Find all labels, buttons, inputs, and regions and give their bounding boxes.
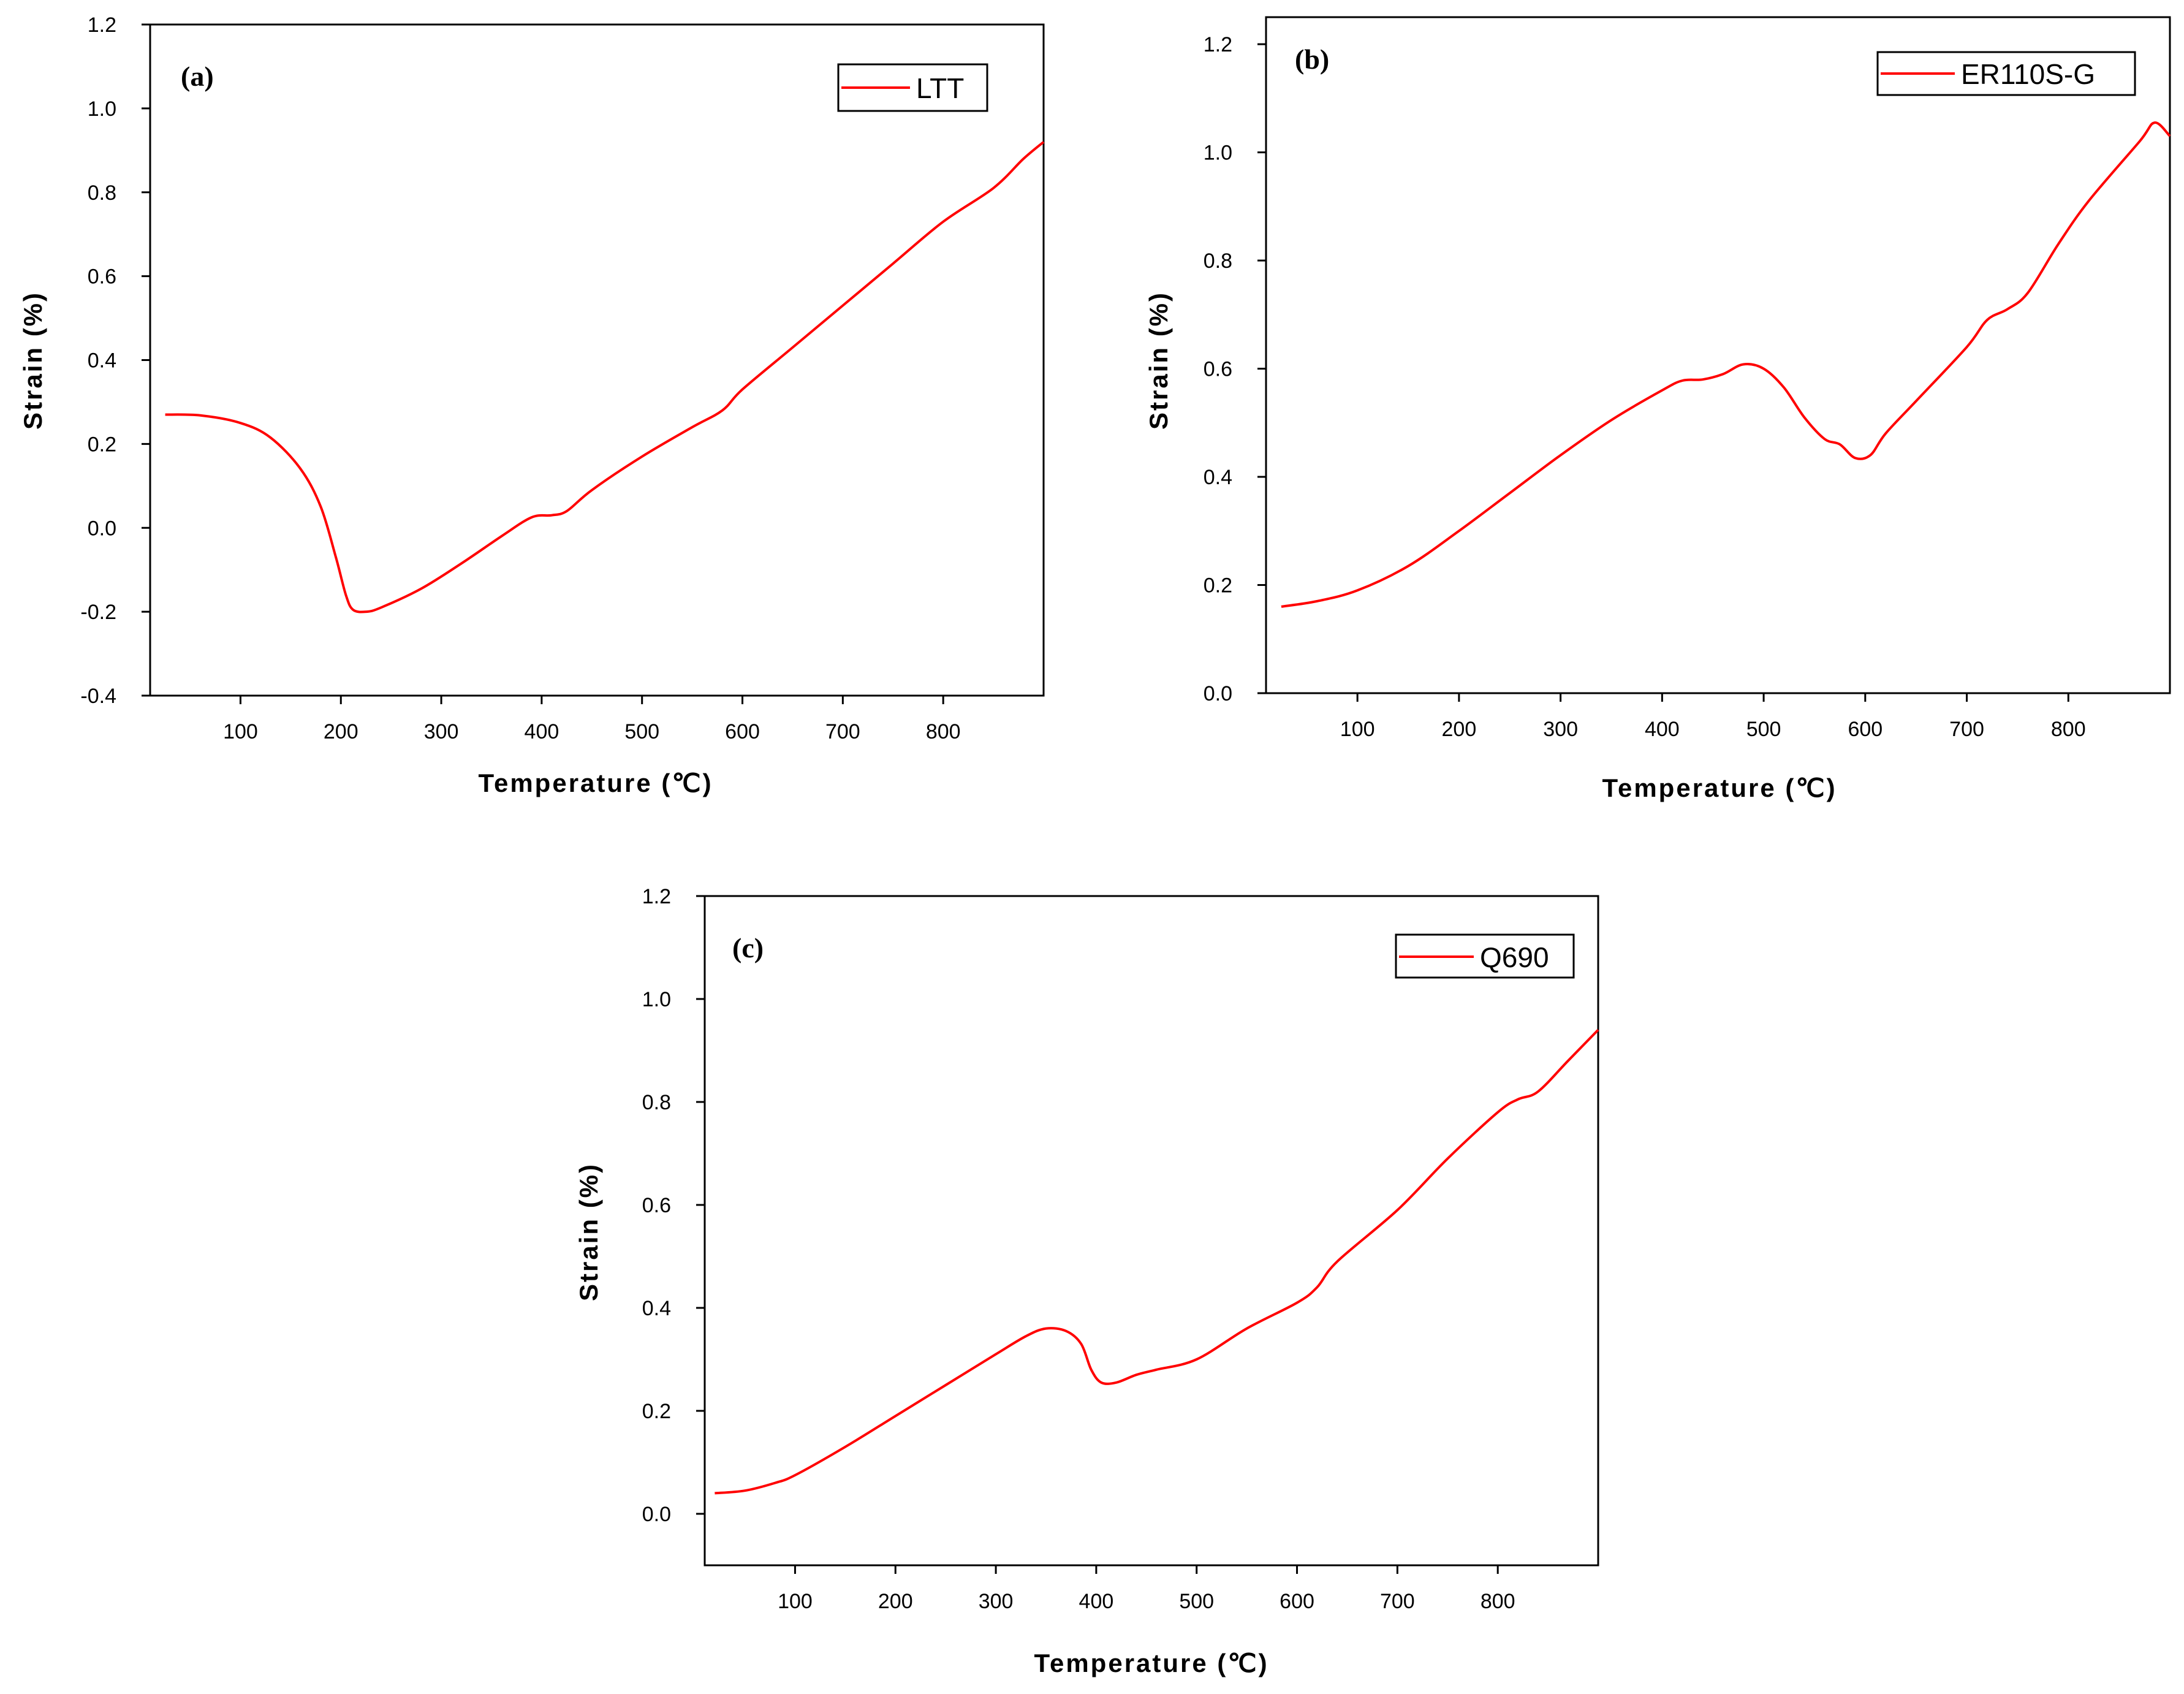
y-tick-label-c-2: 0.4 xyxy=(642,1297,671,1320)
y-axis-title-c: Strain (%) xyxy=(574,1163,603,1301)
plot-frame-b xyxy=(1265,16,2171,694)
x-tick-label-b-100: 100 xyxy=(1340,718,1375,741)
y-tick-label-c-0: 0.0 xyxy=(642,1503,671,1526)
x-tick-label-a-300: 300 xyxy=(424,720,459,743)
x-axis-title-c: Temperature (℃) xyxy=(1034,1649,1268,1677)
x-tick-label-b-500: 500 xyxy=(1746,718,1781,741)
x-tick-label-a-700: 700 xyxy=(825,720,860,743)
plot-frame-c xyxy=(703,895,1599,1567)
x-tick-label-c-700: 700 xyxy=(1380,1590,1415,1613)
x-tick-label-c-600: 600 xyxy=(1280,1590,1314,1613)
series-line-ltt xyxy=(165,141,1045,613)
tick-labels-b: 100 200 300 400 500 600 700 800 0.0 0.2 0.4 0.6 0.8 1… xyxy=(1204,33,2086,741)
y-tick-label-c-3: 0.6 xyxy=(642,1194,671,1217)
tick-labels-a: 100 200 300 400 500 600 700 800 -0.4 -0.2 0.0 0.2 0.… xyxy=(80,13,960,743)
x-tick-label-b-200: 200 xyxy=(1442,718,1477,741)
x-tick-label-b-400: 400 xyxy=(1645,718,1680,741)
ticks-c xyxy=(696,895,1499,1574)
y-tick-label-a-2: 0.0 xyxy=(88,517,116,540)
x-tick-label-b-700: 700 xyxy=(1949,718,1984,741)
legend-label-b: ER110S-G xyxy=(1961,58,2095,90)
y-tick-label-a-1: -0.2 xyxy=(80,601,116,624)
y-tick-label-b-5: 1.0 xyxy=(1204,142,1232,165)
ticks-b xyxy=(1257,43,2069,702)
legend-a: LTT xyxy=(837,63,988,112)
y-tick-label-c-5: 1.0 xyxy=(642,988,671,1011)
y-axis-title-b: Strain (%) xyxy=(1144,291,1173,430)
x-tick-label-c-200: 200 xyxy=(878,1590,913,1613)
series-line-q690 xyxy=(715,1029,1599,1495)
chart-panel-a: 100 200 300 400 500 600 700 800 -0.4 -0.2 0.0 0.2 0.… xyxy=(18,13,1045,797)
x-tick-label-c-500: 500 xyxy=(1179,1590,1214,1613)
panel-label-c: (c) xyxy=(732,932,764,963)
x-tick-label-b-600: 600 xyxy=(1848,718,1883,741)
y-tick-label-a-3: 0.2 xyxy=(88,433,116,456)
legend-label-c: Q690 xyxy=(1480,941,1549,973)
x-tick-label-c-100: 100 xyxy=(778,1590,813,1613)
y-tick-label-a-5: 0.6 xyxy=(88,265,116,289)
legend-c: Q690 xyxy=(1395,933,1575,979)
y-tick-label-b-0: 0.0 xyxy=(1204,682,1232,705)
x-tick-label-b-300: 300 xyxy=(1543,718,1578,741)
y-tick-label-b-2: 0.4 xyxy=(1204,466,1232,489)
legend-b: ER110S-G xyxy=(1876,51,2136,96)
y-tick-label-b-4: 0.8 xyxy=(1204,249,1232,273)
chart-panel-b: 100 200 300 400 500 600 700 800 0.0 0.2 0.4 0.6 0.8 1… xyxy=(1144,16,2171,802)
x-axis-title-a: Temperature (℃) xyxy=(478,769,713,797)
legend-label-a: LTT xyxy=(916,72,964,104)
series-line-er110s-g xyxy=(1281,121,2171,608)
y-axis-title-a: Strain (%) xyxy=(18,291,47,430)
x-tick-label-a-400: 400 xyxy=(525,720,559,743)
x-tick-label-a-200: 200 xyxy=(324,720,358,743)
y-tick-label-b-6: 1.2 xyxy=(1204,33,1232,56)
x-tick-label-a-600: 600 xyxy=(725,720,760,743)
x-tick-label-c-400: 400 xyxy=(1079,1590,1114,1613)
panel-label-b: (b) xyxy=(1295,44,1329,75)
y-tick-label-a-7: 1.0 xyxy=(88,97,116,121)
y-tick-label-a-0: -0.4 xyxy=(80,685,116,708)
y-tick-label-b-3: 0.6 xyxy=(1204,358,1232,381)
x-tick-label-a-500: 500 xyxy=(624,720,659,743)
y-tick-label-c-1: 0.2 xyxy=(642,1400,671,1423)
y-tick-label-a-6: 0.8 xyxy=(88,181,116,205)
y-tick-label-c-6: 1.2 xyxy=(642,885,671,908)
x-axis-title-b: Temperature (℃) xyxy=(1602,773,1837,802)
x-tick-label-c-300: 300 xyxy=(979,1590,1014,1613)
chart-panel-c: 100 200 300 400 500 600 700 800 0.0 0.2 0.4 0.6 0.8 1… xyxy=(574,885,1599,1677)
x-tick-label-b-800: 800 xyxy=(2051,718,2086,741)
ticks-a xyxy=(142,23,944,704)
panel-label-a: (a) xyxy=(181,61,214,92)
tick-labels-c: 100 200 300 400 500 600 700 800 0.0 0.2 0.4 0.6 0.8 1… xyxy=(642,885,1515,1613)
x-tick-label-a-800: 800 xyxy=(926,720,961,743)
y-tick-label-a-8: 1.2 xyxy=(88,13,116,37)
y-tick-label-a-4: 0.4 xyxy=(88,349,116,373)
y-tick-label-c-4: 0.8 xyxy=(642,1091,671,1114)
x-tick-label-c-800: 800 xyxy=(1481,1590,1515,1613)
x-tick-label-a-100: 100 xyxy=(223,720,258,743)
y-tick-label-b-1: 0.2 xyxy=(1204,574,1232,598)
